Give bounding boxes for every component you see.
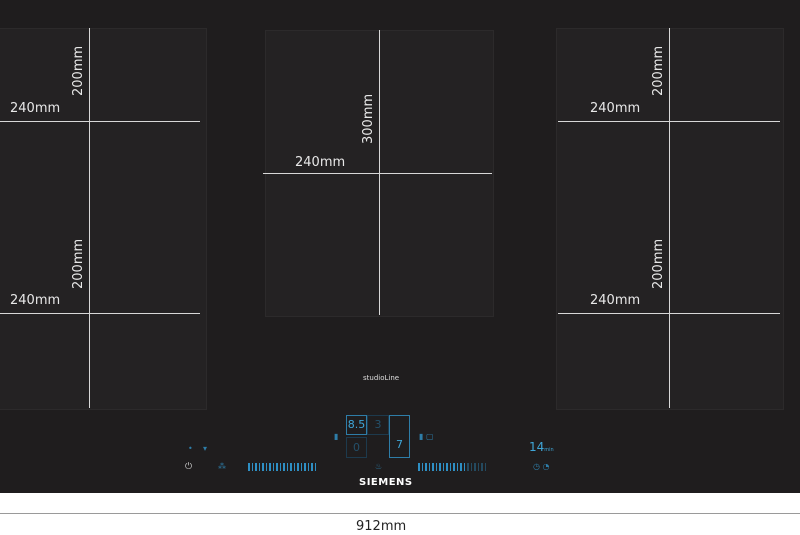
- slider-tick[interactable]: [251, 463, 253, 471]
- slider-tick[interactable]: [304, 463, 306, 471]
- center-width-label: 240mm: [295, 155, 346, 170]
- dimension-line: [558, 313, 780, 314]
- boost-icon[interactable]: ♨: [375, 462, 383, 471]
- slider-tick[interactable]: [460, 463, 462, 471]
- slider-tick[interactable]: [269, 463, 271, 471]
- slider-tick[interactable]: [463, 463, 465, 471]
- timer-icon[interactable]: ◷ ◔: [533, 462, 550, 471]
- slider-tick[interactable]: [300, 463, 302, 471]
- indicator-dot: •: [188, 444, 193, 453]
- dimension-line: [89, 28, 90, 408]
- zone-indicator-left: ▮: [334, 432, 339, 441]
- slider-tick[interactable]: [279, 463, 281, 471]
- slider-tick[interactable]: [262, 463, 264, 471]
- slider-tick[interactable]: [307, 463, 309, 471]
- right-bottom-depth-label: 200mm: [651, 238, 666, 289]
- brand-logo: SIEMENS: [359, 477, 413, 488]
- left-bottom-depth-label: 200mm: [71, 238, 86, 289]
- slider-tick[interactable]: [255, 463, 257, 471]
- power-level-display[interactable]: 8.5: [346, 415, 367, 435]
- left-top-depth-label: 200mm: [71, 45, 86, 96]
- slider-tick[interactable]: [474, 463, 476, 471]
- hood-icon[interactable]: ▾: [203, 444, 208, 453]
- slider-tick[interactable]: [428, 463, 430, 471]
- left-power-slider[interactable]: [248, 463, 316, 471]
- total-width-label: 912mm: [356, 519, 407, 534]
- slider-tick[interactable]: [435, 463, 437, 471]
- slider-tick[interactable]: [467, 463, 469, 471]
- left-cooking-zone: [0, 28, 207, 410]
- slider-tick[interactable]: [418, 463, 420, 471]
- slider-tick[interactable]: [432, 463, 434, 471]
- slider-tick[interactable]: [314, 463, 316, 471]
- right-top-width-label: 240mm: [590, 101, 641, 116]
- slider-tick[interactable]: [442, 463, 444, 471]
- slider-tick[interactable]: [453, 463, 455, 471]
- display-2[interactable]: 3: [367, 415, 389, 435]
- dimension-line: [263, 173, 492, 174]
- display-4[interactable]: 0: [346, 437, 367, 458]
- zone-indicator-right: ▮ ▢: [419, 432, 434, 441]
- series-label: studioLine: [363, 374, 400, 382]
- slider-tick[interactable]: [297, 463, 299, 471]
- slider-tick[interactable]: [272, 463, 274, 471]
- dimension-line: [379, 30, 380, 315]
- timer-display[interactable]: 14min: [529, 440, 554, 454]
- slider-tick[interactable]: [421, 463, 423, 471]
- slider-tick[interactable]: [311, 463, 313, 471]
- left-top-width-label: 240mm: [10, 101, 61, 116]
- slider-tick[interactable]: [456, 463, 458, 471]
- total-width-line: [0, 513, 800, 514]
- slider-tick[interactable]: [276, 463, 278, 471]
- display-3[interactable]: 7: [389, 415, 410, 458]
- slider-tick[interactable]: [470, 463, 472, 471]
- slider-tick[interactable]: [439, 463, 441, 471]
- slider-tick[interactable]: [265, 463, 267, 471]
- timer-value: 14: [529, 440, 545, 454]
- dimension-line: [0, 121, 200, 122]
- dimension-line: [0, 313, 200, 314]
- ventilation-icon[interactable]: ⁂: [218, 462, 226, 471]
- slider-tick[interactable]: [477, 463, 479, 471]
- slider-tick[interactable]: [293, 463, 295, 471]
- slider-tick[interactable]: [481, 463, 483, 471]
- right-bottom-width-label: 240mm: [590, 293, 641, 308]
- left-bottom-width-label: 240mm: [10, 293, 61, 308]
- slider-tick[interactable]: [258, 463, 260, 471]
- center-depth-label: 300mm: [361, 93, 376, 144]
- right-top-depth-label: 200mm: [651, 45, 666, 96]
- right-cooking-zone: [556, 28, 784, 410]
- cooktop: 200mm 240mm 200mm 240mm 300mm 240mm 200m…: [0, 0, 800, 493]
- slider-tick[interactable]: [248, 463, 250, 471]
- timer-unit: min: [544, 447, 554, 453]
- slider-tick[interactable]: [283, 463, 285, 471]
- slider-tick[interactable]: [449, 463, 451, 471]
- power-icon[interactable]: ⏻: [185, 462, 193, 472]
- right-power-slider[interactable]: [418, 463, 486, 471]
- slider-tick[interactable]: [484, 463, 486, 471]
- slider-tick[interactable]: [446, 463, 448, 471]
- slider-tick[interactable]: [286, 463, 288, 471]
- slider-tick[interactable]: [290, 463, 292, 471]
- dimension-line: [669, 28, 670, 408]
- slider-tick[interactable]: [425, 463, 427, 471]
- dimension-line: [558, 121, 780, 122]
